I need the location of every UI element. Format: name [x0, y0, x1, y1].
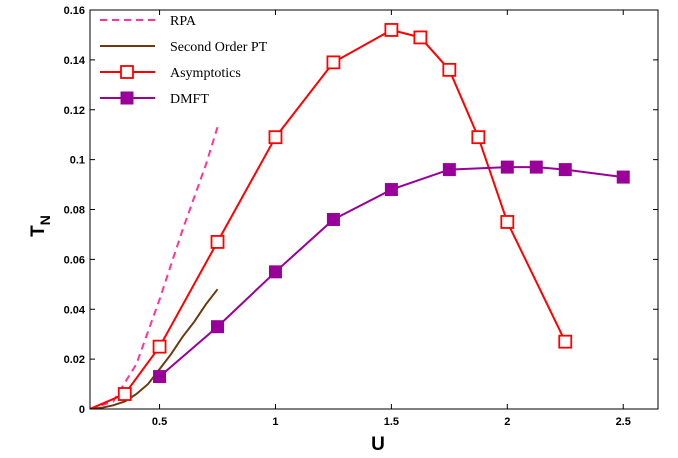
series-line-rpa	[90, 126, 219, 409]
y-tick-label: 0.06	[64, 254, 85, 266]
data-point	[268, 265, 282, 279]
series-line-asymptotics	[90, 28, 567, 409]
y-axis-title-sub: N	[37, 215, 53, 225]
data-point	[558, 163, 572, 177]
y-tick-label: 0.02	[64, 354, 85, 366]
data-point	[117, 387, 132, 401]
y-tick-label: 0.1	[70, 155, 85, 167]
legend-marker-dmft	[120, 91, 134, 105]
data-point	[500, 215, 515, 229]
legend: RPA Second Order PT Asymptotics DMFT	[100, 14, 268, 107]
x-tick-label: 1	[272, 416, 278, 428]
data-point	[384, 183, 398, 197]
legend-marker-asymptotics	[120, 65, 134, 79]
series-line-dmft	[158, 166, 624, 378]
plot-area	[90, 23, 630, 409]
y-tick-label: 0.12	[64, 105, 85, 117]
data-point	[558, 334, 573, 349]
y-tick-label: 0.16	[64, 5, 85, 17]
x-axis-title: U	[371, 434, 385, 455]
data-point	[153, 370, 167, 384]
data-point	[471, 130, 486, 145]
data-point	[442, 62, 457, 77]
svg-text:TN: TN	[28, 215, 53, 237]
data-point	[442, 163, 456, 177]
data-point	[152, 339, 167, 354]
data-point	[500, 160, 514, 174]
y-tick-label: 0.08	[64, 205, 85, 217]
legend-label-second-order-pt: Second Order PT	[170, 40, 268, 55]
legend-label-asymptotics: Asymptotics	[170, 66, 241, 81]
axes: 0.5 1 1.5 2 2.5 0 0.02 0.04 0.06 0.08 0.1 0.12 0.14 0…	[64, 5, 659, 428]
data-point	[413, 30, 428, 45]
x-tick-label: 1.5	[384, 416, 399, 428]
data-point	[529, 160, 543, 174]
y-axis-title-main: T	[28, 225, 49, 237]
y-tick-label: 0	[79, 404, 85, 416]
data-point	[616, 170, 630, 184]
data-point	[326, 212, 340, 226]
data-point	[210, 235, 225, 249]
data-point	[384, 23, 399, 37]
x-tick-label: 2.5	[616, 416, 631, 428]
data-point	[326, 55, 341, 70]
y-tick-label: 0.04	[64, 304, 86, 316]
x-tick-label: 0.5	[152, 416, 167, 428]
data-point	[268, 130, 283, 145]
legend-label-dmft: DMFT	[170, 92, 209, 107]
x-tick-label: 2	[504, 416, 510, 428]
legend-label-rpa: RPA	[170, 14, 197, 29]
data-point	[211, 320, 225, 334]
y-tick-label: 0.14	[64, 55, 86, 67]
y-axis-title: TN	[28, 215, 53, 237]
